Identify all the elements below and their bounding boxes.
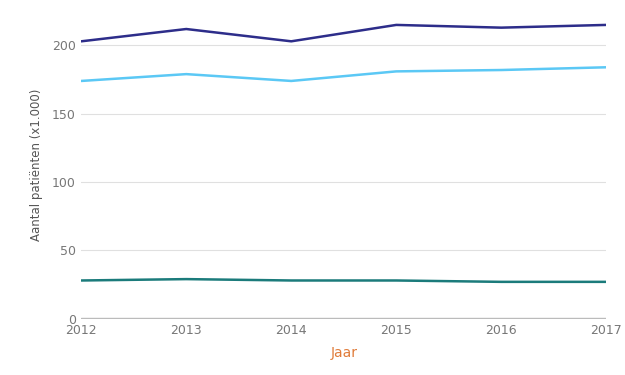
X-axis label: Jaar: Jaar [330,346,357,360]
Y-axis label: Aantal patiënten (x1.000): Aantal patiënten (x1.000) [31,89,44,241]
